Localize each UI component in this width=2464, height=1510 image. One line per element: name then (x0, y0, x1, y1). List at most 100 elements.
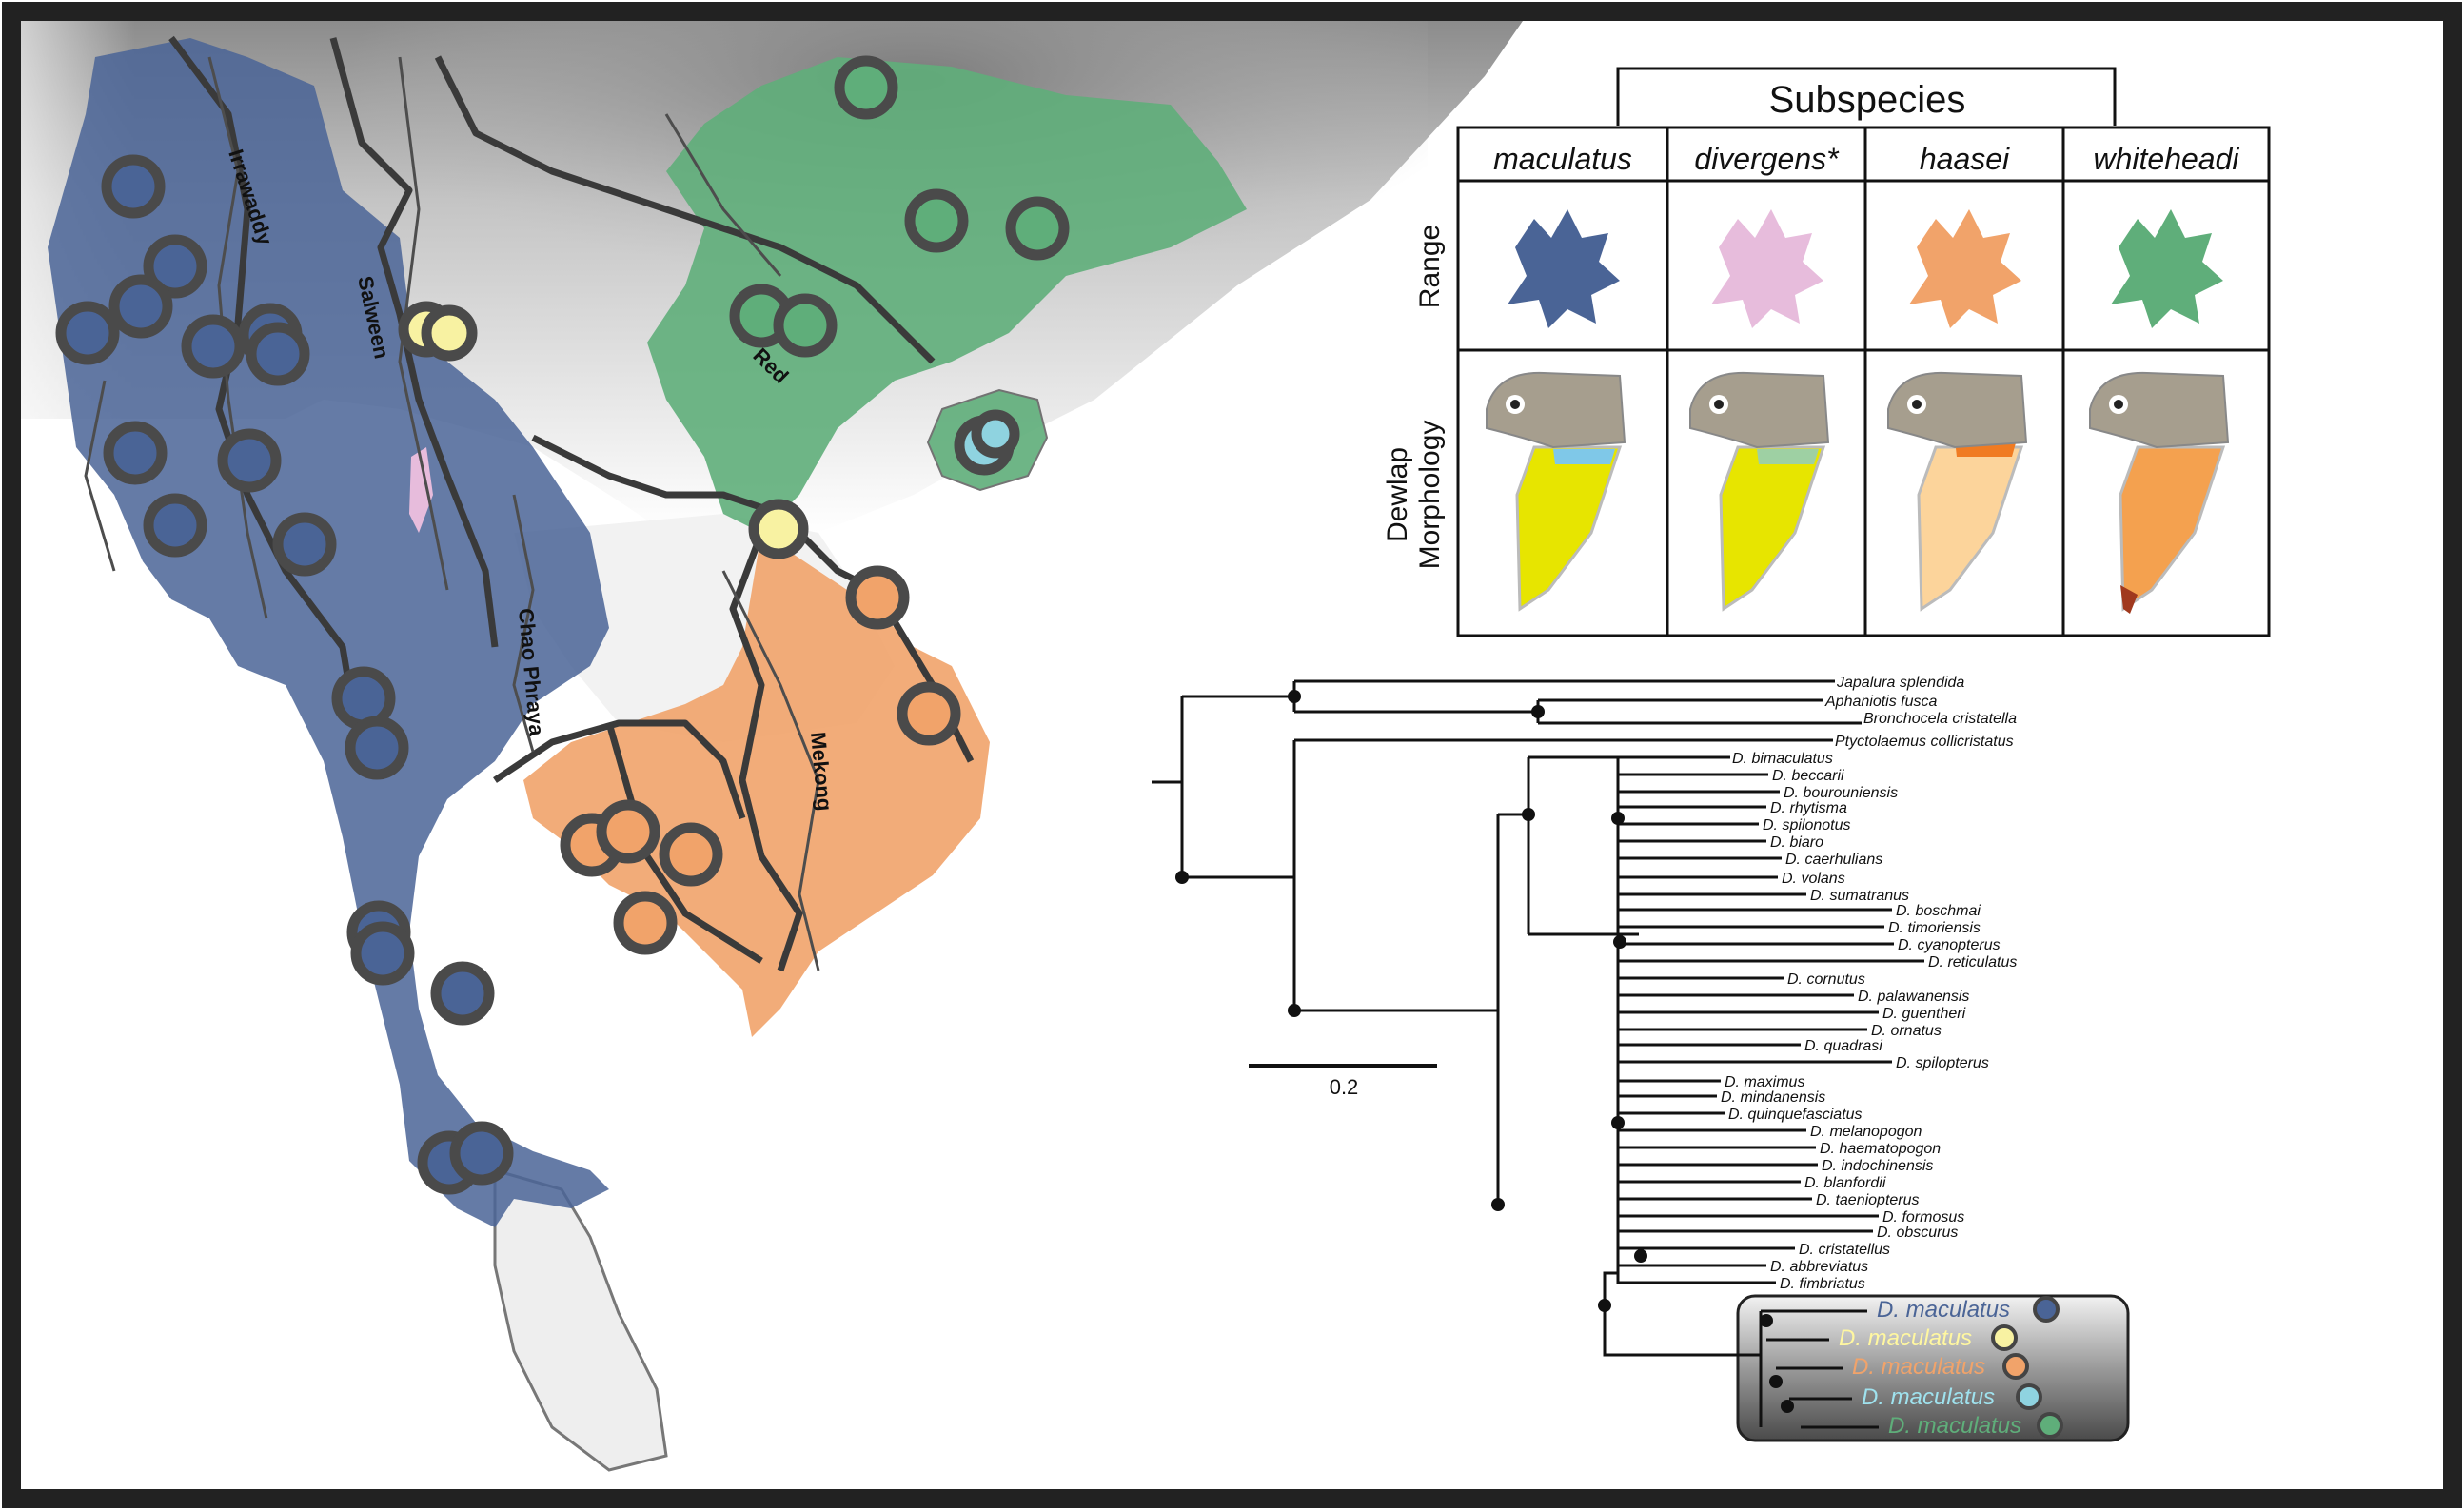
sample-point (108, 274, 173, 339)
tip-label: D. bourouniensis (1784, 785, 1898, 801)
sample-point (345, 716, 409, 780)
tip-label: D. blanfordii (1804, 1175, 1886, 1191)
tip-label: D. abbreviatus (1770, 1259, 1868, 1275)
tree-node (1634, 1249, 1647, 1263)
range-blob-divergens (1711, 209, 1823, 328)
tip-label: D. timoriensis (1888, 920, 1981, 936)
highlight-tip-orange: D. maculatus (1852, 1354, 1985, 1380)
sample-point (181, 314, 246, 379)
tip-label: Japalura splendida (1836, 675, 1964, 691)
sample-point (350, 921, 415, 986)
sample-point (748, 499, 809, 559)
sample-point (217, 428, 282, 493)
tree-node (1175, 871, 1189, 884)
tip-label: Ptyctolaemus collicristatus (1835, 734, 2014, 750)
tip-label: D. obscurus (1877, 1225, 1958, 1241)
tip-label: D. beccarii (1772, 768, 1844, 784)
sample-point (659, 822, 723, 887)
tree-node (1288, 690, 1301, 703)
tip-label: D. cyanopterus (1898, 937, 2001, 953)
tip-label: D. guentheri (1882, 1006, 1966, 1022)
row-label-dewlap: Dewlap (1382, 447, 1413, 542)
sample-point (904, 188, 969, 253)
sample-points (55, 55, 1070, 1195)
subspecies-panel: Subspecies maculatus divergens* haasei w… (1382, 67, 2271, 637)
tip-label: D. sumatranus (1810, 888, 1909, 904)
sample-point (55, 301, 120, 365)
tip-label: D. spilonotus (1763, 817, 1851, 833)
tip-label: D. quinquefasciatus (1728, 1107, 1863, 1123)
sample-point (834, 55, 898, 120)
sample-point (1005, 196, 1070, 261)
sample-point (971, 409, 1020, 459)
sample-point (430, 961, 495, 1026)
range-blob-whiteheadi (2111, 209, 2223, 328)
panel-title: Subspecies (1769, 79, 1966, 121)
tip-label: D. cristatellus (1799, 1242, 1890, 1258)
tree-node (1531, 705, 1545, 718)
tip-label: D. rhytisma (1770, 800, 1847, 816)
sample-point (421, 304, 478, 362)
sample-point (246, 322, 310, 386)
tip-label: D. volans (1782, 871, 1845, 887)
sample-point (845, 565, 910, 630)
phylogeny: Japalura splendida Aphaniotis fusca Bron… (1152, 675, 2130, 1442)
tip-label: D. palawanensis (1858, 989, 1969, 1005)
tip-label: D. taeniopterus (1816, 1192, 1920, 1208)
tip-label: D. bimaculatus (1732, 751, 1833, 767)
row-label-morphology: Morphology (1414, 421, 1446, 570)
tree-node (1769, 1375, 1783, 1388)
dewlap-divergens (1689, 371, 1830, 612)
highlight-tip-dots (1991, 1296, 2063, 1439)
tip-label: D. caerhulians (1785, 852, 1882, 868)
tip-label: Bronchocela cristatella (1863, 711, 2017, 727)
map: Irrawaddy Salween Chao Phraya Red Mekong (21, 21, 1523, 1472)
tip-label: D. formosus (1882, 1209, 1964, 1226)
tip-label: D. reticulatus (1928, 954, 2017, 971)
tree-node (1613, 935, 1626, 949)
range-haasei (523, 533, 990, 1037)
tip-label: D. fimbriatus (1780, 1276, 1865, 1292)
range-blob-haasei (1909, 209, 2021, 328)
range-whiteheadi (647, 57, 1247, 533)
tip-label: D. haematopogon (1820, 1141, 1941, 1157)
panel-table (1456, 126, 2271, 637)
highlight-tip-blue: D. maculatus (1877, 1297, 2010, 1323)
scale-bar-label: 0.2 (1330, 1075, 1359, 1099)
map-malay-peninsula (493, 1168, 668, 1472)
tip-label: Aphaniotis fusca (1824, 694, 1938, 710)
panel-title-bracket (1616, 67, 2117, 126)
sample-point (613, 891, 678, 955)
highlight-tip-green: D. maculatus (1888, 1413, 2021, 1439)
tip-label: D. biaro (1770, 834, 1823, 851)
column-header-whiteheadi: whiteheadi (2094, 142, 2240, 176)
sample-point (272, 512, 337, 577)
tip-label: D. spilopterus (1896, 1055, 1989, 1071)
tip-label: D. boschmai (1896, 903, 1981, 919)
tree-node (1491, 1198, 1505, 1211)
tree-node (1611, 812, 1625, 825)
tree-node (1522, 808, 1535, 821)
sample-point (773, 293, 838, 358)
tree-node (1288, 1004, 1301, 1017)
dewlap-maculatus (1486, 371, 1626, 612)
tip-label: D. quadrasi (1804, 1038, 1882, 1054)
range-divergens (409, 447, 433, 533)
sample-point (897, 681, 961, 746)
column-header-haasei: haasei (1920, 142, 2010, 176)
tip-label: D. ornatus (1871, 1023, 1942, 1039)
tip-label: D. maximus (1725, 1074, 1804, 1090)
column-header-maculatus: maculatus (1493, 142, 1632, 176)
tree-node (1611, 1116, 1625, 1129)
range-blob-maculatus (1508, 209, 1620, 328)
highlight-tip-yellow: D. maculatus (1839, 1325, 1972, 1351)
tip-label: D. mindanensis (1721, 1089, 1825, 1106)
column-header-divergens: divergens* (1694, 142, 1840, 176)
tree-node (1781, 1400, 1794, 1413)
tip-label: D. melanopogon (1810, 1124, 1922, 1140)
sample-point (449, 1121, 514, 1186)
tree-node (1760, 1314, 1773, 1327)
sample-point (143, 493, 207, 558)
dewlap-haasei (1887, 371, 2028, 612)
